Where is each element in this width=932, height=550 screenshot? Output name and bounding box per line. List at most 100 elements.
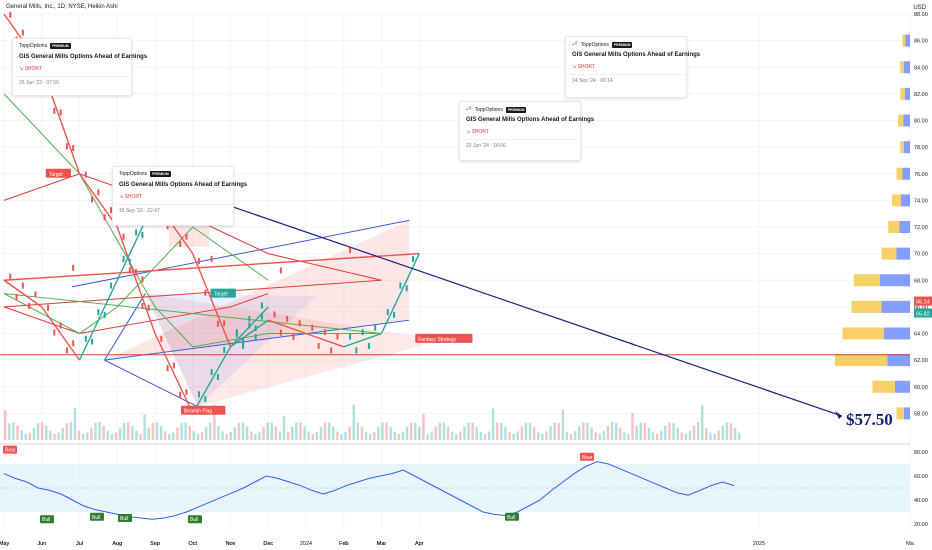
candle — [72, 145, 75, 152]
volume-bar — [430, 431, 433, 440]
profile-sell-bar — [904, 141, 910, 154]
volume-bar — [721, 425, 724, 440]
x-tick-label: Mar — [377, 541, 387, 547]
pattern-line — [104, 359, 198, 408]
candle — [84, 335, 87, 342]
osc-tick-label: 80.00 — [914, 450, 928, 456]
volume-bar — [172, 432, 175, 440]
profile-sell-bar — [887, 354, 910, 367]
volume-bar — [98, 422, 101, 440]
volume-bar — [106, 430, 109, 440]
volume-bar — [405, 426, 409, 440]
volume-bar — [364, 431, 368, 440]
candle — [97, 309, 100, 316]
candle — [223, 320, 226, 327]
y-tick-label: 60.00 — [914, 385, 928, 391]
y-tick-label: 62.00 — [914, 358, 928, 364]
candle — [59, 109, 62, 116]
volume-bar — [545, 431, 548, 440]
volume-bar — [8, 423, 11, 440]
candle — [198, 391, 201, 398]
profile-sell-bar — [904, 61, 910, 74]
osc-signal-label: Bear — [5, 448, 16, 454]
candle — [355, 347, 358, 354]
volume-bar — [491, 408, 495, 440]
price-segment — [116, 226, 156, 334]
profile-buy-bar — [851, 300, 882, 313]
y-tick-label: 66.00 — [914, 305, 928, 311]
idea-card-4[interactable]: 𝒩 ToppOptions PREMIUM GIS General Mills Op… — [565, 36, 700, 98]
volume-bar — [159, 425, 163, 440]
volume-bar — [286, 432, 290, 440]
volume-bar — [590, 427, 593, 440]
idea-card-2[interactable]: ToppOptions PREMIUM GIS General Mills Opt… — [112, 166, 247, 226]
candle — [109, 282, 112, 289]
osc-tick-label: 60.00 — [914, 474, 928, 480]
profile-sell-bar — [904, 407, 910, 420]
volume-bar — [684, 433, 688, 440]
price-segment — [229, 306, 269, 348]
candle — [84, 171, 87, 178]
osc-signal-tag — [90, 512, 104, 521]
x-tick-label: Nov — [226, 541, 236, 547]
candle — [160, 335, 163, 342]
idea-card-1[interactable]: ToppOptions PREMIUM GIS General Mills Opt… — [12, 38, 147, 96]
volume-bar — [209, 422, 212, 440]
profile-buy-bar — [900, 87, 905, 100]
osc-signal-label: Bull — [42, 517, 50, 523]
candle — [210, 255, 213, 262]
candle — [317, 342, 320, 349]
volume-bar — [65, 423, 68, 440]
volume-bar — [147, 427, 150, 440]
candle — [185, 233, 188, 240]
volume-bar — [459, 431, 462, 440]
profile-buy-bar — [881, 247, 897, 260]
candle — [216, 320, 219, 327]
candle — [128, 267, 131, 274]
volume-bar — [245, 426, 249, 440]
osc-signal-tag — [505, 512, 519, 521]
candle — [286, 315, 289, 322]
volume-bar — [455, 433, 458, 440]
volume-bar — [426, 433, 429, 440]
volume-bar — [578, 426, 581, 440]
volume-bar — [360, 426, 364, 440]
volume-bar — [12, 422, 15, 440]
candle — [9, 273, 12, 280]
volume-bar — [200, 432, 204, 440]
annotation-tag — [181, 405, 226, 415]
candle — [399, 282, 402, 289]
candle — [411, 255, 414, 262]
candle — [141, 276, 144, 283]
volume-bar — [122, 423, 126, 440]
idea-card-3[interactable]: 𝒩 ToppOptions PREMIUM GIS General Mills Op… — [459, 101, 594, 161]
profile-buy-bar — [892, 194, 901, 207]
price-segment — [78, 279, 118, 361]
volume-bar — [69, 422, 73, 440]
volume-bar — [717, 430, 720, 440]
volume-bar — [373, 431, 376, 440]
candle — [361, 329, 364, 336]
volume-bar — [627, 433, 630, 440]
profile-sell-bar — [895, 380, 910, 393]
x-tick-label: Aug — [112, 541, 122, 547]
profile-sell-bar — [899, 221, 910, 233]
volume-bar — [282, 415, 286, 440]
price-segment — [3, 279, 43, 308]
annotation-tag — [415, 333, 473, 343]
price-segment — [154, 333, 194, 414]
candle — [91, 196, 94, 203]
volume-bar — [217, 426, 220, 440]
volume-bar — [110, 433, 114, 440]
volume-bar — [393, 431, 396, 440]
volume-bar — [537, 432, 540, 440]
volume-bar — [504, 427, 507, 440]
candle — [235, 329, 238, 336]
volume-bar — [53, 433, 56, 440]
volume-bar — [332, 426, 335, 440]
osc-signal-tag — [40, 515, 54, 524]
volume-bar — [434, 426, 437, 440]
candle — [248, 322, 251, 329]
osc-signal-tag — [580, 452, 594, 461]
